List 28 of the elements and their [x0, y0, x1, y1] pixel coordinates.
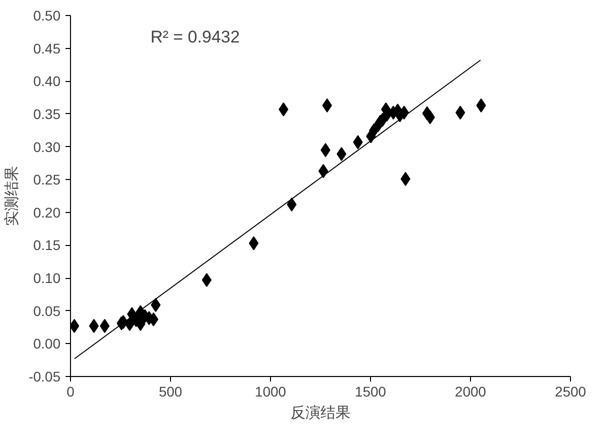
y-tick-label: 0.05 [33, 302, 61, 319]
y-tick-label: -0.05 [28, 368, 61, 384]
x-axis-title: 反演结果 [290, 404, 350, 422]
x-tick-label: 1000 [254, 384, 286, 400]
point [202, 273, 212, 288]
y-tick-label: 0.10 [33, 270, 61, 286]
y-tick-label: 0.30 [33, 138, 61, 155]
x-tick-label: 2000 [454, 384, 486, 400]
point [100, 318, 110, 333]
x-tick-label: 2500 [554, 384, 586, 400]
y-tick-label: 0.35 [33, 106, 61, 122]
y-tick-label: 0.25 [33, 172, 61, 188]
y-tick-label: 0.45 [33, 40, 61, 56]
y-tick-label: 0.40 [33, 73, 61, 90]
x-tick-label: 0 [66, 384, 75, 400]
x-tick-label: 500 [158, 384, 182, 400]
y-axis-title: 实测结果 [4, 166, 21, 226]
y-tick-label: 0.50 [33, 8, 61, 24]
point [318, 164, 328, 178]
point [248, 236, 259, 250]
point [286, 198, 297, 212]
y-tick-label: 0.15 [33, 237, 61, 254]
y-tick-label: 0.00 [33, 336, 61, 352]
x-tick-label: 1500 [354, 384, 386, 400]
point [455, 106, 466, 120]
annotation: R² = 0.9432 [150, 28, 240, 46]
y-tick-label: 0.20 [33, 204, 61, 220]
point [150, 298, 161, 312]
